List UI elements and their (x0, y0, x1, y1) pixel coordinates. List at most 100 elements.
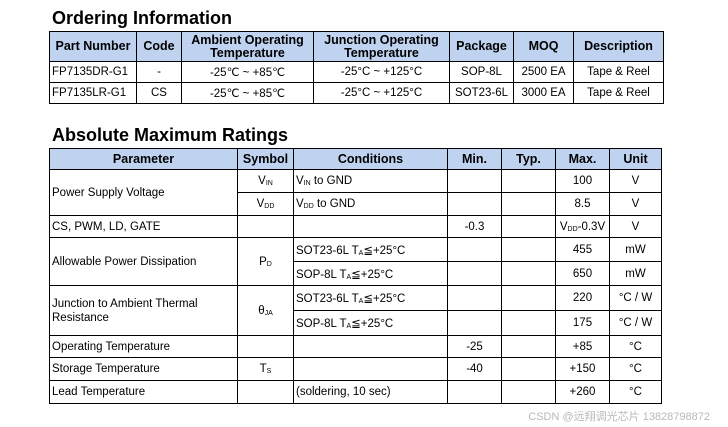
abs-max-ratings-title: Absolute Maximum Ratings (52, 125, 289, 145)
param-thermal-resistance: Junction to Ambient Thermal Resistance (49, 285, 238, 336)
typ-cell (501, 380, 556, 404)
package-cell: SOT23-6L (449, 82, 514, 104)
junction-temp-cell: -25°C ~ +125°C (313, 82, 450, 104)
package-cell: SOP-8L (449, 61, 514, 83)
symbol-cell (237, 380, 294, 404)
moq-cell: 3000 EA (513, 82, 574, 104)
unit-cell: °C (609, 380, 662, 404)
unit-cell: mW (609, 237, 662, 262)
typ-cell (501, 215, 556, 238)
unit-cell: mW (609, 261, 662, 286)
unit-cell: V (609, 192, 662, 216)
typ-cell (501, 357, 556, 381)
table-row: FP7135LR-G1 CS -25℃ ~ +85℃ -25°C ~ +125°… (49, 82, 664, 104)
symbol-cell: VIN (237, 169, 294, 193)
param-power-dissipation: Allowable Power Dissipation (49, 237, 238, 286)
table-row: FP7135DR-G1 - -25℃ ~ +85℃ -25°C ~ +125°C… (49, 61, 664, 83)
header-ambient-temp: Ambient Operating Temperature (181, 31, 314, 62)
condition-cell: VIN to GND (293, 169, 448, 193)
code-cell: CS (136, 82, 182, 104)
junction-temp-cell: -25°C ~ +125°C (313, 61, 450, 83)
header-part-number: Part Number (49, 31, 137, 62)
header-description: Description (573, 31, 664, 62)
table-row: Operating Temperature -25 +85 °C (49, 335, 662, 358)
min-cell: -40 (447, 357, 502, 381)
condition-cell: (soldering, 10 sec) (293, 380, 448, 404)
param-storage-temp: Storage Temperature (49, 357, 238, 381)
unit-cell: °C / W (609, 310, 662, 336)
typ-cell (501, 310, 556, 336)
typ-cell (501, 285, 556, 311)
table-row: Allowable Power Dissipation PD SOT23-6L … (49, 237, 662, 286)
max-cell: +85 (555, 335, 610, 358)
min-cell: -25 (447, 335, 502, 358)
condition-cell (293, 357, 448, 381)
condition-cell: SOP-8L TA≦+25°C (293, 310, 448, 336)
max-cell: 175 (555, 310, 610, 336)
table-row: Junction to Ambient Thermal Resistance θ… (49, 285, 662, 336)
max-cell: +260 (555, 380, 610, 404)
typ-cell (501, 237, 556, 262)
symbol-cell (237, 335, 294, 358)
part-number-cell: FP7135DR-G1 (49, 61, 137, 83)
typ-cell (501, 261, 556, 286)
min-cell: -0.3 (447, 215, 502, 238)
min-cell (447, 310, 502, 336)
param-cs-pwm-ld-gate: CS, PWM, LD, GATE (49, 215, 238, 238)
param-operating-temp: Operating Temperature (49, 335, 238, 358)
table-row: CS, PWM, LD, GATE -0.3 VDD-0.3V V (49, 215, 662, 238)
min-cell (447, 261, 502, 286)
max-cell: VDD-0.3V (555, 215, 610, 238)
symbol-cell: TS (237, 357, 294, 381)
table-row: Power Supply Voltage VIN VIN to GND 100 … (49, 169, 662, 216)
min-cell (447, 380, 502, 404)
header-code: Code (136, 31, 182, 62)
param-lead-temp: Lead Temperature (49, 380, 238, 404)
table-row: SOP-8L TA≦+25°C 175 °C / W (50, 310, 662, 336)
max-cell: +150 (555, 357, 610, 381)
symbol-cell: θJA (237, 285, 294, 336)
max-cell: 8.5 (555, 192, 610, 216)
code-cell: - (136, 61, 182, 83)
param-power-supply-voltage: Power Supply Voltage (49, 169, 238, 216)
min-cell (447, 169, 502, 193)
unit-cell: V (609, 169, 662, 193)
table-row: Storage Temperature TS -40 +150 °C (49, 357, 662, 381)
typ-cell (501, 169, 556, 193)
condition-cell: VDD to GND (293, 192, 448, 216)
header-conditions: Conditions (293, 148, 448, 170)
header-symbol: Symbol (237, 148, 294, 170)
ordering-header-row: Part Number Code Ambient Operating Tempe… (49, 31, 664, 62)
part-number-cell: FP7135LR-G1 (49, 82, 137, 104)
max-cell: 650 (555, 261, 610, 286)
header-moq: MOQ (513, 31, 574, 62)
header-typ: Typ. (501, 148, 556, 170)
ambient-temp-cell: -25℃ ~ +85℃ (181, 61, 314, 83)
condition-cell: SOP-8L TA≦+25°C (293, 261, 448, 286)
unit-cell: °C (609, 357, 662, 381)
header-unit: Unit (609, 148, 662, 170)
max-cell: 220 (555, 285, 610, 311)
moq-cell: 2500 EA (513, 61, 574, 83)
min-cell (447, 192, 502, 216)
symbol-cell: PD (237, 237, 294, 286)
header-parameter: Parameter (49, 148, 238, 170)
condition-cell (293, 335, 448, 358)
min-cell (447, 237, 502, 262)
symbol-cell: VDD (237, 192, 294, 216)
table-row: SOP-8L TA≦+25°C 650 mW (50, 261, 662, 286)
watermark: CSDN @远翔调光芯片 13828798872 (528, 411, 710, 423)
description-cell: Tape & Reel (573, 82, 664, 104)
max-cell: 100 (555, 169, 610, 193)
header-min: Min. (447, 148, 502, 170)
unit-cell: °C / W (609, 285, 662, 311)
header-junction-temp: Junction Operating Temperature (313, 31, 450, 62)
ordering-info-table: Part Number Code Ambient Operating Tempe… (49, 31, 664, 104)
condition-cell: SOT23-6L TA≦+25°C (293, 237, 448, 262)
ordering-info-title: Ordering Information (52, 8, 232, 28)
description-cell: Tape & Reel (573, 61, 664, 83)
typ-cell (501, 192, 556, 216)
min-cell (447, 285, 502, 311)
header-max: Max. (555, 148, 610, 170)
ambient-temp-cell: -25℃ ~ +85℃ (181, 82, 314, 104)
